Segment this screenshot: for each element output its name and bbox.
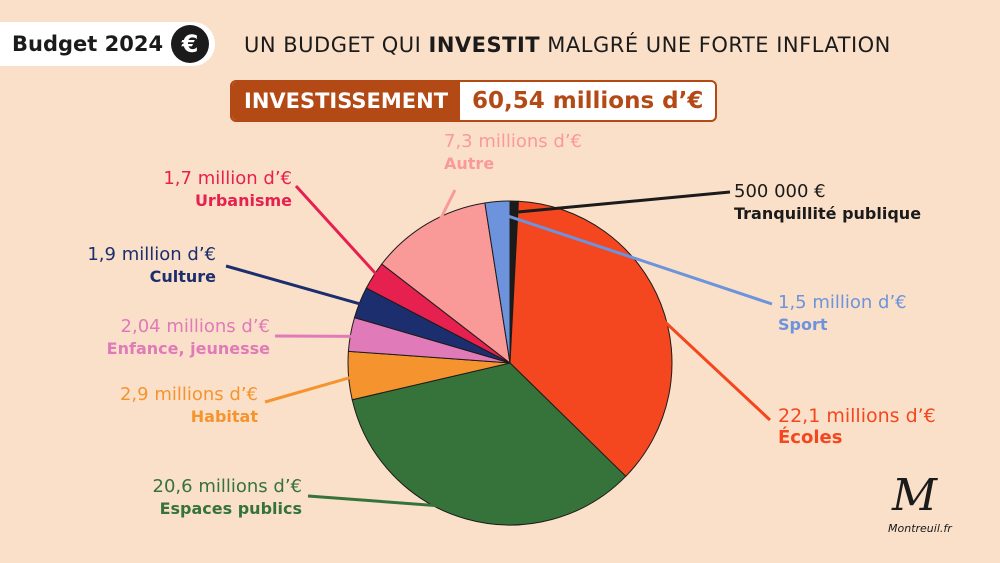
leader-line — [649, 307, 772, 422]
label-ecoles: 22,1 millions d’€ Écoles — [778, 405, 936, 449]
label-sport: 1,5 million d’€ Sport — [778, 292, 907, 336]
slice-label: 1,7 million d’€ — [163, 168, 292, 189]
leader-line — [513, 190, 731, 214]
label-autre: 7,3 millions d’€ Autre — [444, 131, 582, 175]
leader-line — [225, 264, 371, 309]
slice-name: Urbanisme — [194, 191, 292, 210]
leader-line — [294, 184, 385, 283]
headline-bold: INVESTIT — [428, 33, 541, 57]
slice-name: Sport — [778, 315, 828, 334]
label-tranquillite: 500 000 € Tranquillité publique — [734, 181, 921, 225]
slice-label: 1,5 million d’€ — [778, 292, 907, 313]
pie-slice — [381, 202, 511, 365]
slice-label: 20,6 millions d’€ — [152, 476, 302, 497]
montreuil-logo: M Montreuil.fr — [888, 470, 968, 540]
slice-name: Espaces publics — [159, 499, 302, 518]
investment-total-box: INVESTISSEMENT 60,54 millions d’€ — [230, 80, 718, 122]
slice-label: 2,04 millions d’€ — [120, 316, 270, 337]
euro-icon: € — [171, 25, 210, 63]
slice-label: 500 000 € — [734, 181, 826, 202]
headline: UN BUDGET QUI INVESTIT MALGRÉ UNE FORTE … — [244, 33, 891, 57]
label-culture: 1,9 million d’€ Culture — [54, 244, 216, 288]
investment-value: 60,54 millions d’€ — [472, 88, 704, 114]
pie-slice — [509, 200, 673, 478]
logo-site: Montreuil.fr — [888, 522, 952, 535]
label-urbanisme: 1,7 million d’€ Urbanisme — [130, 168, 292, 212]
pie-slice — [484, 200, 511, 364]
slice-name: Autre — [444, 154, 495, 173]
leader-line — [264, 373, 361, 404]
label-enfance: 2,04 millions d’€ Enfance, jeunesse — [58, 316, 270, 360]
slice-name: Enfance, jeunesse — [106, 339, 270, 358]
pie-slice — [351, 362, 627, 526]
slice-label: 22,1 millions d’€ — [778, 405, 936, 427]
logo-mark: M — [892, 470, 938, 521]
investment-label: INVESTISSEMENT — [232, 82, 461, 120]
slice-name: Écoles — [778, 427, 843, 448]
leader-line — [307, 494, 470, 510]
slice-label: 1,9 million d’€ — [87, 244, 216, 265]
label-espaces-publics: 20,6 millions d’€ Espaces publics — [90, 476, 302, 520]
leader-line — [497, 211, 773, 306]
slice-label: 7,3 millions d’€ — [444, 131, 583, 152]
headline-post: MALGRÉ UNE FORTE INFLATION — [540, 33, 891, 57]
label-habitat: 2,9 millions d’€ Habitat — [80, 384, 258, 428]
leader-line — [431, 189, 457, 235]
slice-name: Culture — [149, 267, 216, 286]
slice-label: 2,9 millions d’€ — [119, 384, 258, 405]
slice-name: Tranquillité publique — [734, 204, 922, 223]
headline-pre: UN BUDGET QUI — [244, 33, 429, 57]
budget-badge: Budget 2024 € — [0, 22, 216, 66]
slice-name: Habitat — [190, 407, 258, 426]
budget-title: Budget 2024 — [12, 32, 164, 56]
